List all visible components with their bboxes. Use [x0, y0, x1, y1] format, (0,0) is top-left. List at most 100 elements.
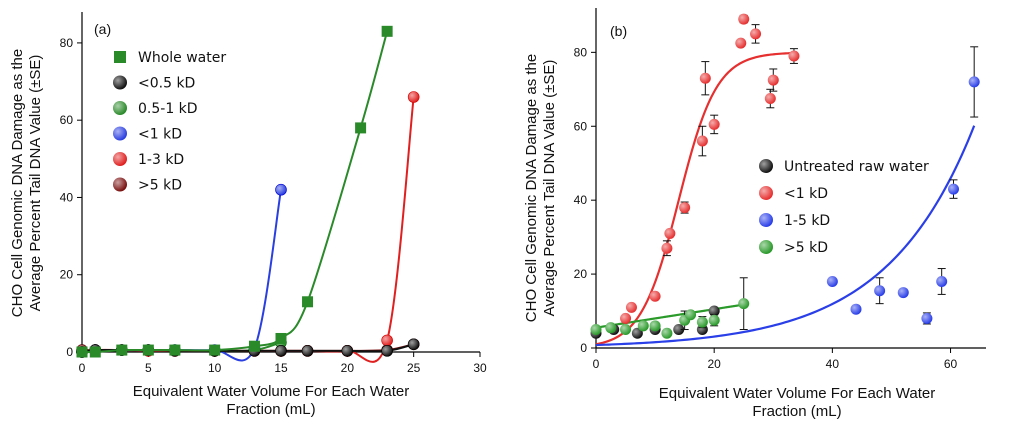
- panel-b-point: [685, 309, 697, 321]
- panel-b-point: [649, 320, 661, 332]
- panel-b-point: [696, 135, 708, 147]
- legend-b-marker: [759, 213, 773, 227]
- legend-b-marker: [759, 186, 773, 200]
- panel-b-point: [738, 298, 750, 310]
- panel-a-point: [76, 346, 88, 358]
- panel-b-point: [673, 324, 685, 336]
- panel-b-x-tick-label: 40: [826, 357, 840, 371]
- panel-b-point: [788, 50, 800, 62]
- panel-b: 0 20 40 60 0 20 40 60 80 Untreated raw water <1 k…: [523, 8, 986, 420]
- panel-b-point: [921, 312, 933, 324]
- legend-b-marker: [759, 159, 773, 173]
- panel-a-point: [142, 344, 154, 356]
- panel-b-y-tick-label: 0: [580, 341, 587, 355]
- panel-b-xlabel-line1: Equivalent Water Volume For Each Water: [659, 385, 936, 402]
- panel-b-point: [661, 242, 673, 254]
- panel-a-xlabel-line2: Fraction (mL): [226, 401, 315, 418]
- legend-b-label: Untreated raw water: [784, 159, 929, 175]
- panel-a-point: [275, 345, 287, 357]
- panel-b-point: [664, 227, 676, 239]
- panel-a-y-tick-label: 20: [60, 268, 74, 282]
- panel-a-series: [76, 25, 420, 363]
- panel-a-point: [355, 122, 367, 134]
- panel-b-y-tick-label: 20: [574, 267, 588, 281]
- panel-a-label: (a): [94, 21, 111, 37]
- legend-a-label: <1 kD: [138, 127, 182, 143]
- panel-b-xlabel-line2: Fraction (mL): [752, 403, 841, 420]
- panel-b-point: [590, 324, 602, 336]
- panel-a-x-tick-label: 30: [473, 361, 487, 375]
- panel-a-point: [301, 345, 314, 357]
- panel-a-x-tick-label: 20: [341, 361, 355, 375]
- legend-a-marker: [113, 126, 127, 141]
- panel-b-point: [936, 275, 948, 287]
- panel-a-point: [381, 334, 393, 347]
- legend-a-marker: [113, 152, 127, 166]
- panel-a-x-tick-label: 15: [274, 361, 288, 375]
- panel-a-point: [302, 296, 314, 308]
- legend-a-marker: [113, 177, 127, 192]
- panel-a-point: [407, 338, 420, 351]
- panel-a: 0 5 10 15 20 25 30 0 20 40 60 80 Whole water <0.5 kD…: [9, 12, 487, 418]
- legend-b-marker: [759, 240, 773, 254]
- panel-b-point: [620, 312, 632, 324]
- panel-b-point: [735, 37, 747, 49]
- panel-a-x-tick-label: 5: [145, 361, 152, 375]
- panel-b-point: [850, 303, 862, 315]
- panel-b-series: [590, 13, 980, 347]
- panel-b-series--1-kd: [620, 13, 800, 324]
- panel-b-y-tick-label: 80: [574, 45, 588, 59]
- legend-a-label: 0.5-1 kD: [138, 101, 198, 117]
- legend-a-marker: [114, 51, 126, 63]
- panel-b-x-tick-label: 0: [593, 357, 600, 371]
- panel-b-point: [750, 28, 762, 40]
- panel-b-ylabel-line1: CHO Cell Genomic DNA Damage as the: [523, 54, 540, 322]
- panel-a-point: [89, 346, 101, 358]
- panel-a-series-whole-water: [76, 25, 393, 358]
- legend-a-marker: [113, 101, 127, 115]
- legend-a-label: <0.5 kD: [138, 76, 195, 92]
- panel-a-point: [169, 344, 181, 356]
- panel-b-fit--5-kd: [595, 303, 744, 329]
- panel-b-point: [696, 316, 708, 328]
- panel-a-point: [381, 25, 393, 37]
- legend-b-label: >5 kD: [784, 240, 828, 256]
- panel-b-axes: 0 20 40 60 0 20 40 60 80: [574, 8, 986, 371]
- panel-b-point: [708, 305, 720, 317]
- panel-b-point: [764, 93, 776, 105]
- panel-a-point: [248, 340, 260, 352]
- panel-a-x-tick-label: 10: [208, 361, 222, 375]
- legend-a-label: Whole water: [138, 50, 226, 66]
- panel-b-point: [968, 76, 980, 88]
- legend-a-label: >5 kD: [138, 178, 182, 194]
- panel-b-point: [708, 118, 720, 130]
- panel-a-y-tick-label: 80: [60, 36, 74, 50]
- panel-b-legend: Untreated raw water <1 kD 1-5 kD >5 kD: [759, 159, 929, 256]
- panel-b-point: [699, 72, 711, 84]
- panel-b-label: (b): [610, 23, 627, 39]
- panel-b-point: [605, 322, 617, 334]
- panel-b-point: [637, 320, 649, 332]
- panel-a-x-tick-label: 25: [407, 361, 421, 375]
- panel-a-point: [381, 345, 393, 357]
- panel-a-ylabel-line2: Average Percent Tail DNA Value (±SE): [27, 55, 44, 312]
- panel-b-point: [649, 290, 661, 302]
- panel-b-point: [708, 314, 720, 326]
- legend-a-label: 1-3 kD: [138, 152, 184, 168]
- panel-b-x-tick-label: 60: [944, 357, 958, 371]
- legend-a-marker: [113, 75, 127, 90]
- panel-a-legend: Whole water <0.5 kD 0.5-1 kD <1 kD 1-3 kD >5 …: [113, 50, 226, 194]
- panel-a-y-tick-label: 60: [60, 113, 74, 127]
- panel-a-ylabel-line1: CHO Cell Genomic DNA Damage as the: [9, 49, 26, 317]
- panel-b-ylabel-line2: Average Percent Tail DNA Value (±SE): [541, 60, 558, 317]
- panel-b-point: [738, 13, 750, 25]
- panel-b-point: [874, 285, 886, 297]
- panel-a-point: [275, 183, 287, 196]
- panel-b-point: [679, 202, 691, 214]
- panel-a-point: [407, 91, 420, 103]
- panel-b-point: [948, 183, 959, 195]
- panel-b-y-tick-label: 60: [574, 119, 588, 133]
- panel-b-series-1-5-kd: [826, 46, 980, 325]
- panel-b-point: [631, 327, 643, 339]
